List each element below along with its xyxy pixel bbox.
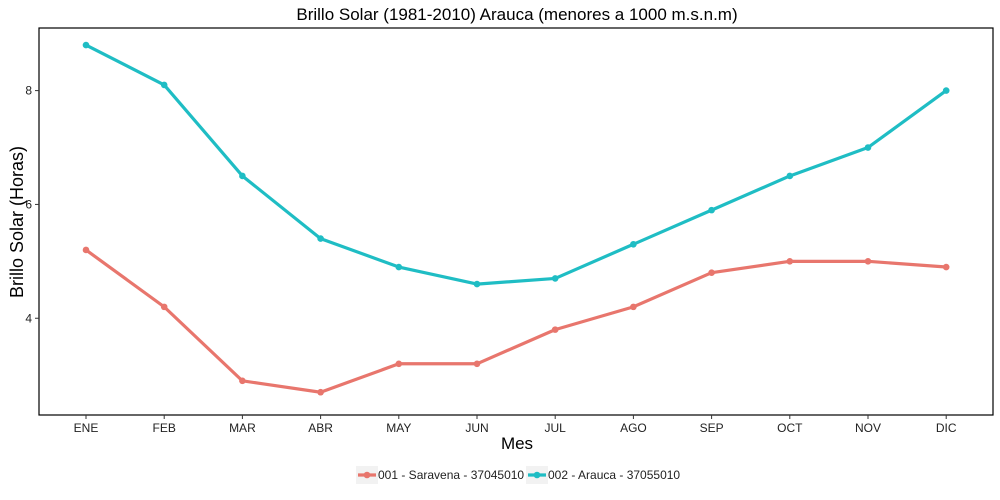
data-point xyxy=(786,172,794,180)
x-tick-label: SEP xyxy=(700,421,724,435)
data-point xyxy=(239,377,246,385)
series-line-1 xyxy=(84,248,948,394)
x-tick-label: JUN xyxy=(465,421,488,435)
data-point xyxy=(473,280,481,288)
data-point xyxy=(630,303,637,311)
legend-label-2: 002 - Arauca - 37055010 xyxy=(548,468,680,482)
y-axis-title: Brillo Solar (Horas) xyxy=(7,146,27,298)
x-tick-label: OCT xyxy=(777,421,803,435)
x-axis-ticks: ENE FEB MAR ABR MAY JUN JUL AGO SEP OCT NOV DIC xyxy=(74,415,957,435)
data-point xyxy=(708,206,715,214)
legend: 001 - Saravena - 37045010 002 - Arauca - … xyxy=(356,466,680,484)
y-axis-ticks: 4 6 8 xyxy=(25,84,39,325)
data-point xyxy=(239,172,246,180)
x-tick-label: DIC xyxy=(936,421,957,435)
x-axis-title: Mes xyxy=(501,434,533,453)
x-tick-label: AGO xyxy=(620,421,647,435)
legend-key-1 xyxy=(356,466,378,484)
data-point xyxy=(395,263,403,271)
data-point xyxy=(708,269,715,277)
data-point xyxy=(317,235,324,242)
chart-title: Brillo Solar (1981-2010) Arauca (menores… xyxy=(296,5,737,24)
legend-label-1: 001 - Saravena - 37045010 xyxy=(378,468,524,482)
data-point xyxy=(551,326,559,333)
x-tick-label: ABR xyxy=(308,421,333,435)
data-point xyxy=(942,263,950,271)
data-point xyxy=(82,246,90,254)
data-point xyxy=(395,360,403,368)
series-layer xyxy=(82,41,950,396)
x-tick-label: MAR xyxy=(229,421,256,435)
data-point xyxy=(473,360,481,368)
data-point xyxy=(160,303,168,311)
series-line-2 xyxy=(84,43,948,286)
plot-panel xyxy=(38,27,994,416)
data-point xyxy=(942,87,950,94)
x-tick-label: MAY xyxy=(386,421,411,435)
data-point xyxy=(864,258,872,265)
y-tick-label: 6 xyxy=(25,197,32,211)
x-tick-label: JUL xyxy=(545,421,567,435)
data-point xyxy=(551,275,559,282)
data-point xyxy=(317,388,324,396)
data-point xyxy=(864,144,872,151)
x-tick-label: FEB xyxy=(153,421,176,435)
data-point xyxy=(160,81,168,89)
x-tick-label: ENE xyxy=(74,421,99,435)
legend-key-2 xyxy=(526,466,548,484)
data-point xyxy=(630,240,637,248)
data-point xyxy=(786,258,794,265)
x-tick-label: NOV xyxy=(855,421,881,435)
y-tick-label: 4 xyxy=(25,311,32,325)
data-point xyxy=(82,41,90,49)
y-tick-label: 8 xyxy=(25,84,32,98)
